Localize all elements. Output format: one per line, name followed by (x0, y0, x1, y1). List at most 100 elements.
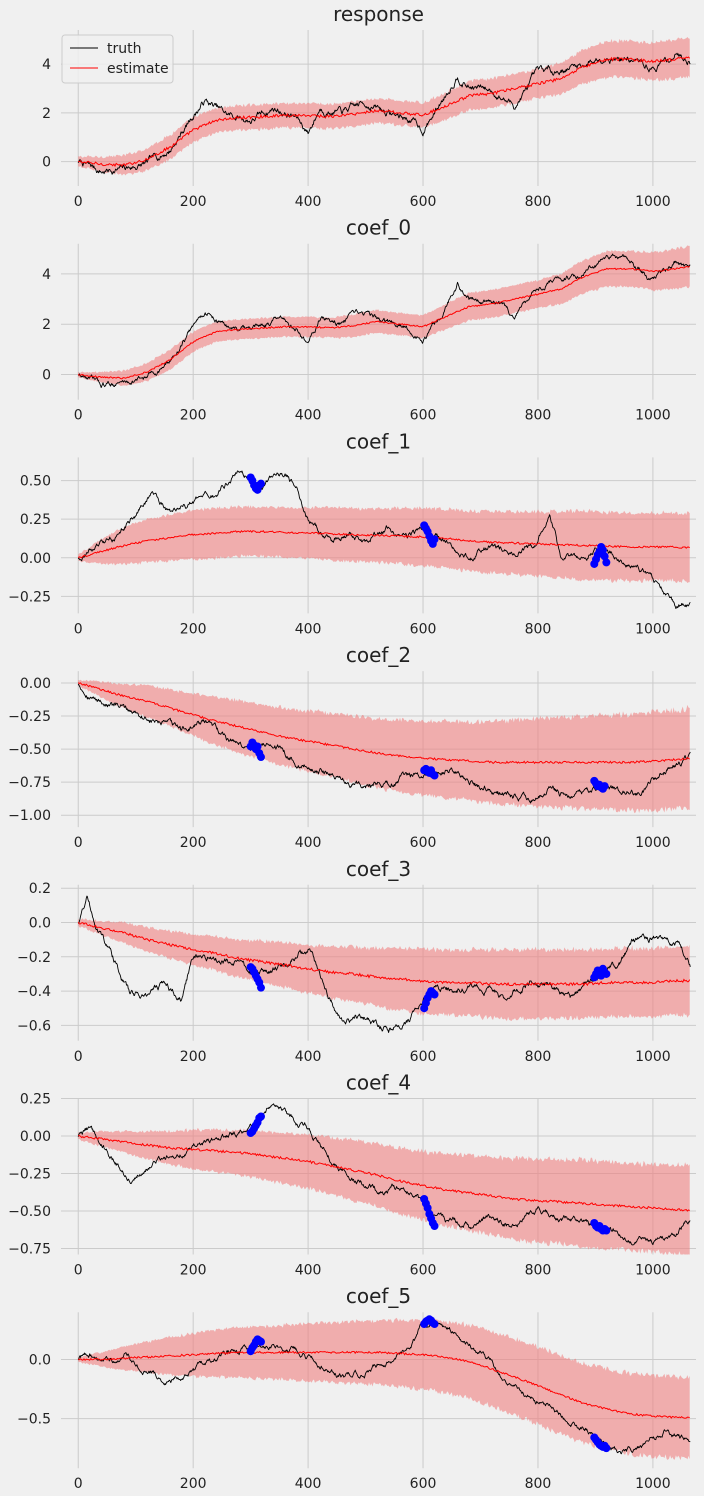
highlight-point (600, 552, 609, 561)
x-tick-label: 200 (180, 194, 207, 210)
truth-line (77, 253, 691, 389)
x-tick-label: 400 (295, 1263, 322, 1279)
y-tick-label: 0 (42, 155, 51, 171)
panel-coef_2: coef_2 0 200 400 600 800 1000 −1.00 −0.75 −0.50 −0… (8, 643, 696, 851)
y-tick-label: 0.25 (20, 1092, 51, 1108)
x-tick-label: 0 (74, 194, 83, 210)
x-tick-label: 200 (180, 408, 207, 424)
x-tick-label: 400 (295, 621, 322, 637)
highlight-point (253, 742, 262, 751)
highlight-point (256, 753, 265, 762)
y-tick-label: −0.2 (17, 950, 51, 966)
x-tick-label: 600 (410, 194, 437, 210)
y-tick-label: −0.25 (8, 589, 51, 605)
plot-area (77, 1103, 691, 1255)
x-tick-label: 1000 (635, 1049, 671, 1065)
estimate-line (77, 682, 690, 765)
panel-title: coef_1 (346, 429, 411, 453)
y-tick-label: −0.4 (17, 984, 51, 1000)
estimate-line (78, 56, 691, 168)
plot-area (77, 37, 691, 176)
highlight-point (430, 535, 439, 544)
highlight-point (430, 990, 439, 999)
truth-line (77, 895, 691, 1033)
y-tick-label: −0.6 (17, 1018, 51, 1034)
highlight-point (600, 782, 609, 791)
x-tick-label: 200 (180, 1476, 207, 1492)
x-tick-label: 0 (74, 835, 83, 851)
x-tick-label: 600 (410, 1263, 437, 1279)
panel-coef_1: coef_1 0 200 400 600 800 1000 −0.25 0.00 0.25 0.50 (8, 429, 696, 637)
x-tick-label: 800 (525, 1263, 552, 1279)
legend: truth estimate (61, 34, 174, 84)
y-tick-label: 0.00 (20, 676, 51, 692)
highlight-point (602, 558, 611, 567)
estimate-line (78, 1350, 690, 1419)
x-tick-label: 400 (295, 408, 322, 424)
truth-line (77, 52, 691, 175)
x-tick-label: 1000 (635, 835, 671, 851)
y-tick-label: −0.5 (17, 1412, 51, 1428)
y-tick-label: −0.75 (8, 775, 51, 791)
estimate-band (78, 245, 690, 386)
y-tick-label: 2 (42, 317, 51, 333)
x-tick-label: 400 (295, 1049, 322, 1065)
x-tick-label: 800 (525, 1049, 552, 1065)
highlight-point (256, 1337, 265, 1346)
x-tick-label: 200 (180, 1049, 207, 1065)
y-tick-label: −0.50 (8, 1204, 51, 1220)
x-tick-label: 0 (74, 1049, 83, 1065)
plot-area (77, 1315, 691, 1461)
y-tick-label: 0.00 (20, 551, 51, 567)
x-tick-label: 600 (410, 1476, 437, 1492)
x-tick-label: 600 (410, 1049, 437, 1065)
x-tick-label: 1000 (635, 408, 671, 424)
x-tick-label: 800 (525, 194, 552, 210)
x-tick-label: 0 (74, 1476, 83, 1492)
panel-title: coef_4 (346, 1071, 411, 1095)
truth-line (77, 470, 691, 610)
panel-coef_5: coef_5 0 200 400 600 800 1000 −0.5 0.0 (17, 1284, 696, 1492)
estimate-line (77, 265, 691, 380)
panel-title: coef_5 (346, 1284, 411, 1308)
highlight-point (256, 983, 265, 992)
estimate-band (78, 918, 690, 1022)
y-tick-label: 0.0 (29, 1352, 51, 1368)
x-tick-label: 0 (74, 1263, 83, 1279)
panel-title: coef_2 (346, 643, 411, 667)
plot-area (77, 679, 691, 814)
highlight-point (430, 1320, 439, 1329)
truth-line (77, 1319, 691, 1455)
x-tick-label: 200 (180, 1263, 207, 1279)
panel-coef_0: coef_0 0 200 400 600 800 1000 0 2 4 (42, 216, 696, 424)
estimate-band (78, 505, 690, 584)
truth-line (77, 1103, 691, 1246)
estimate-line (78, 1135, 690, 1212)
panel-response: response 0 200 400 600 800 1000 0 2 4 truth estimat… (42, 2, 696, 210)
y-tick-label: 0.0 (29, 916, 51, 932)
highlight-point (256, 1112, 265, 1121)
panel-coef_3: coef_3 0 200 400 600 800 1000 −0.6 −0.4 −0.2 0.0 0.… (17, 857, 696, 1065)
highlight-point (602, 1444, 611, 1453)
x-tick-label: 1000 (635, 621, 671, 637)
plot-area (77, 245, 691, 389)
x-tick-label: 1000 (635, 1263, 671, 1279)
estimate-band (78, 37, 690, 176)
y-tick-label: 0.00 (20, 1129, 51, 1145)
x-tick-label: 800 (525, 621, 552, 637)
highlight-point (602, 1226, 611, 1235)
highlight-point (430, 1222, 439, 1230)
x-tick-label: 1000 (635, 194, 671, 210)
highlight-point (256, 479, 265, 488)
y-tick-label: 4 (42, 57, 51, 73)
x-tick-label: 600 (410, 408, 437, 424)
legend-box (61, 34, 174, 84)
panel-title: response (333, 2, 424, 26)
y-tick-label: 2 (42, 106, 51, 122)
y-tick-label: −0.75 (8, 1242, 51, 1258)
x-tick-label: 0 (74, 408, 83, 424)
y-tick-label: −0.25 (8, 1167, 51, 1183)
plot-area (77, 470, 691, 610)
highlight-point (423, 1204, 432, 1212)
